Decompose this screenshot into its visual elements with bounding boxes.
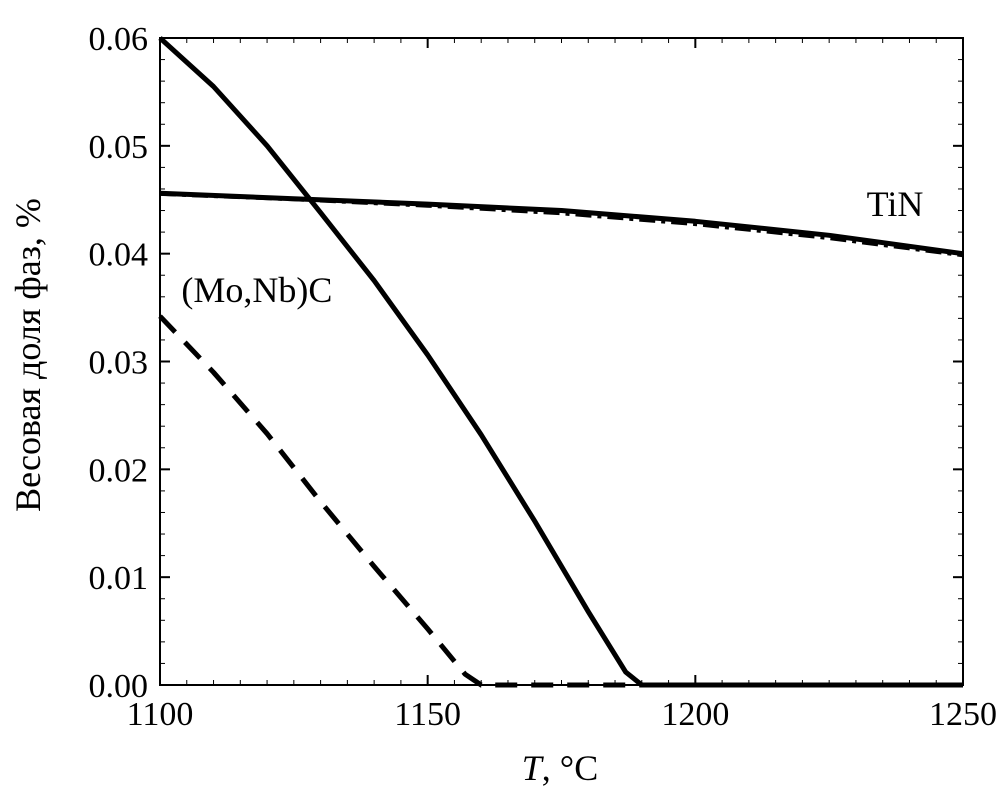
x-tick-label: 1200 (661, 696, 729, 733)
series-line-mo-nb-c-dashed (158, 314, 963, 688)
x-tick-label: 1250 (929, 696, 997, 733)
series-line-tin-solid (159, 190, 964, 257)
y-tick-label: 0.04 (89, 237, 149, 274)
annotations: TiN (Mo,Nb)C (181, 184, 923, 310)
minor-ticks (159, 37, 964, 686)
x-axis-title: T, °C (522, 748, 598, 788)
x-tick-label: 1100 (127, 696, 194, 733)
y-tick-label: 0.06 (89, 21, 149, 58)
y-axis-title: Весовая доля фаз, % (8, 198, 48, 512)
axis-ticks: 1100 1150 1200 1250 0.00 0.01 0.02 0.03 0.04 0.05… (89, 21, 998, 733)
y-tick-label: 0.00 (89, 668, 149, 705)
plot-series (158, 36, 964, 688)
plot-frame (159, 37, 964, 686)
x-tick-label: 1150 (394, 696, 461, 733)
y-tick-label: 0.01 (89, 560, 149, 597)
x-axis-variable: T (522, 748, 545, 788)
label-tin: TiN (867, 184, 924, 224)
y-tick-label: 0.03 (89, 345, 149, 382)
x-axis-unit: , °C (542, 748, 598, 788)
y-tick-label: 0.05 (89, 129, 149, 166)
label-mo-nb-c: (Mo,Nb)C (181, 270, 332, 310)
series-line-solid-steep (158, 36, 963, 688)
y-tick-label: 0.02 (89, 452, 149, 489)
series-line-tin-dashdot (159, 192, 964, 258)
